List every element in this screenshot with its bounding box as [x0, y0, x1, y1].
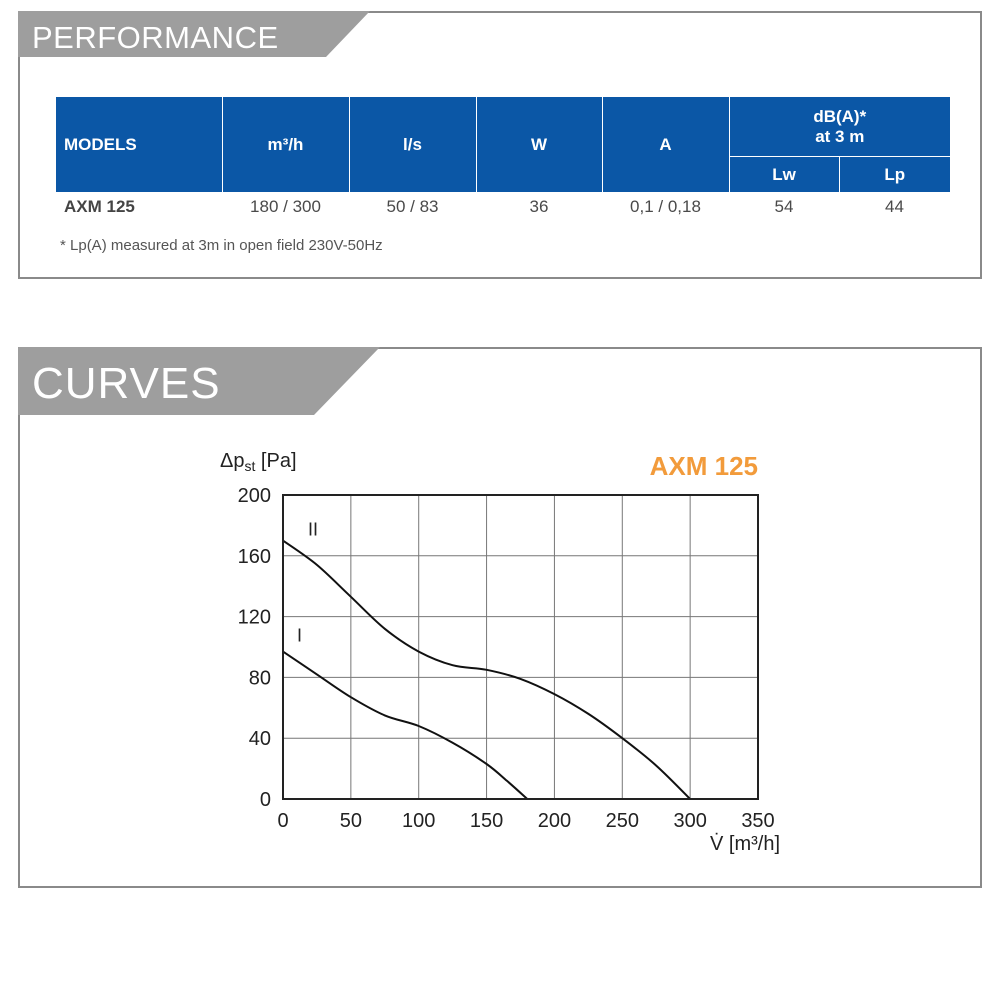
y-tick-label: 80 [249, 667, 271, 689]
cell-model: AXM 125 [64, 197, 135, 216]
column-header-dba-line2: at 3 m [815, 126, 865, 146]
curves-header: CURVES [32, 359, 221, 408]
x-tick-label: 300 [673, 810, 706, 832]
x-tick-label: 50 [340, 810, 362, 832]
y-tick-label: 0 [260, 789, 271, 811]
table-row: AXM 125 180 / 300 50 / 83 36 0,1 / 0,18 … [56, 192, 950, 222]
chart-grid [283, 495, 758, 799]
y-tick-label: 40 [249, 728, 271, 750]
column-header-lw: Lw [728, 156, 839, 192]
cell-a: 0,1 / 0,18 [630, 197, 701, 216]
performance-table: MODELS m³/h l/s W A dB(A)* at 3 m Lw Lp … [56, 97, 951, 222]
plot-frame [282, 494, 759, 800]
y-tick-label: 160 [238, 546, 271, 568]
x-axis-title: V̇ [m³/h] [710, 833, 780, 855]
chart-ticks: 0 50 100 150 200 250 300 350 0 40 80 120 160 200 [238, 485, 775, 832]
cell-lw: 54 [774, 197, 794, 216]
column-header-dba: dB(A)* at 3 m [728, 97, 951, 158]
series-label-2: II [308, 520, 318, 540]
x-tick-label: 250 [606, 810, 639, 832]
column-header-w: W [475, 97, 602, 192]
series-label-1: I [297, 626, 302, 646]
column-header-ls: l/s [348, 97, 476, 192]
x-tick-label: 150 [470, 810, 503, 832]
series-line-1 [282, 650, 528, 800]
column-header-models: MODELS [56, 97, 222, 192]
chart-title: AXM 125 [650, 451, 758, 481]
x-tick-label: 100 [402, 810, 435, 832]
x-tick-label: 200 [538, 810, 571, 832]
column-header-a: A [601, 97, 729, 192]
column-header-dba-line1: dB(A)* [813, 106, 867, 126]
chart-series: III [282, 520, 691, 800]
curves-header-tab [18, 347, 380, 415]
performance-header-tab [18, 11, 370, 57]
y-tick-label: 200 [238, 485, 271, 507]
column-header-lp: Lp [838, 156, 951, 192]
column-header-m3h: m³/h [221, 97, 349, 192]
cell-ls: 50 / 83 [386, 197, 439, 216]
performance-panel: PERFORMANCE MODELS m³/h l/s W A dB(A)* a… [18, 11, 982, 279]
performance-curve-chart: III 0 50 100 150 200 250 300 35004080120160200 … [220, 450, 780, 855]
series-line-2 [282, 539, 691, 800]
y-axis-title: Δpst [Pa] [220, 450, 297, 474]
x-tick-label: 0 [277, 810, 288, 832]
y-tick-label: 120 [238, 607, 271, 629]
performance-footnote: * Lp(A) measured at 3m in open field 230… [60, 237, 383, 254]
cell-lp: 44 [885, 197, 904, 216]
cell-w: 36 [529, 197, 549, 216]
cell-m3h: 180 / 300 [250, 197, 321, 216]
curves-panel: CURVES I II 0 50 100 150 200 250 300 350 0 40 80 120… [18, 347, 982, 888]
performance-header: PERFORMANCE [32, 20, 279, 55]
x-tick-label: 350 [741, 810, 774, 832]
